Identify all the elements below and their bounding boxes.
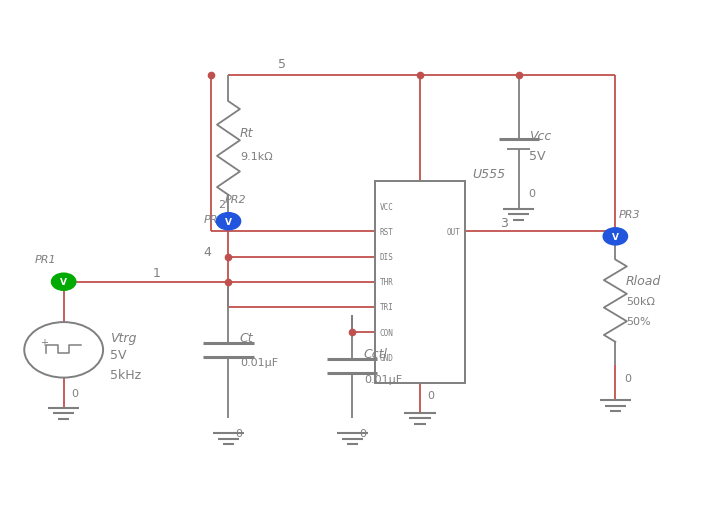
Text: 9.1kΩ: 9.1kΩ bbox=[240, 151, 273, 161]
Bar bbox=[375, 182, 465, 383]
Circle shape bbox=[603, 229, 627, 245]
Text: 5V: 5V bbox=[529, 150, 545, 163]
Text: +: + bbox=[40, 337, 48, 347]
Text: TRI: TRI bbox=[380, 303, 393, 312]
Text: 0.01μF: 0.01μF bbox=[364, 374, 402, 384]
Text: 0: 0 bbox=[235, 428, 243, 438]
Text: Rt: Rt bbox=[240, 127, 253, 140]
Text: 1: 1 bbox=[153, 267, 161, 279]
Text: OUT: OUT bbox=[447, 228, 461, 236]
Text: 5: 5 bbox=[278, 58, 286, 71]
Text: 3: 3 bbox=[500, 216, 508, 229]
Text: V: V bbox=[60, 278, 67, 287]
Text: 2: 2 bbox=[218, 199, 225, 209]
Text: U555: U555 bbox=[472, 167, 505, 180]
Text: 0: 0 bbox=[624, 373, 631, 383]
Text: PR1: PR1 bbox=[35, 254, 56, 265]
Text: Vcc: Vcc bbox=[529, 130, 551, 143]
Text: V: V bbox=[612, 233, 619, 241]
Text: Rload: Rload bbox=[626, 274, 661, 288]
Text: 0: 0 bbox=[71, 388, 78, 398]
Text: 50kΩ: 50kΩ bbox=[626, 296, 655, 306]
Circle shape bbox=[217, 213, 240, 231]
Text: 0.01μF: 0.01μF bbox=[240, 358, 278, 367]
Text: Cctl: Cctl bbox=[364, 348, 388, 360]
Text: 5kHz: 5kHz bbox=[110, 368, 142, 381]
Text: PR3: PR3 bbox=[619, 209, 640, 219]
Text: PR2: PR2 bbox=[204, 214, 225, 224]
Text: GND: GND bbox=[380, 353, 393, 362]
Text: Vtrg: Vtrg bbox=[110, 331, 136, 344]
Text: PR2: PR2 bbox=[225, 194, 246, 204]
Text: 0: 0 bbox=[427, 390, 434, 401]
Text: RST: RST bbox=[380, 228, 393, 236]
Text: CON: CON bbox=[380, 328, 393, 337]
Text: 50%: 50% bbox=[626, 316, 651, 326]
Circle shape bbox=[51, 274, 76, 291]
Text: 0: 0 bbox=[529, 189, 536, 199]
Text: 5V: 5V bbox=[110, 349, 127, 362]
Text: THR: THR bbox=[380, 278, 393, 287]
Text: 4: 4 bbox=[203, 245, 211, 259]
Text: DIS: DIS bbox=[380, 252, 393, 262]
Text: V: V bbox=[225, 217, 232, 227]
Text: Ct: Ct bbox=[240, 331, 253, 344]
Text: VCC: VCC bbox=[380, 202, 393, 211]
Text: 0: 0 bbox=[360, 428, 367, 438]
